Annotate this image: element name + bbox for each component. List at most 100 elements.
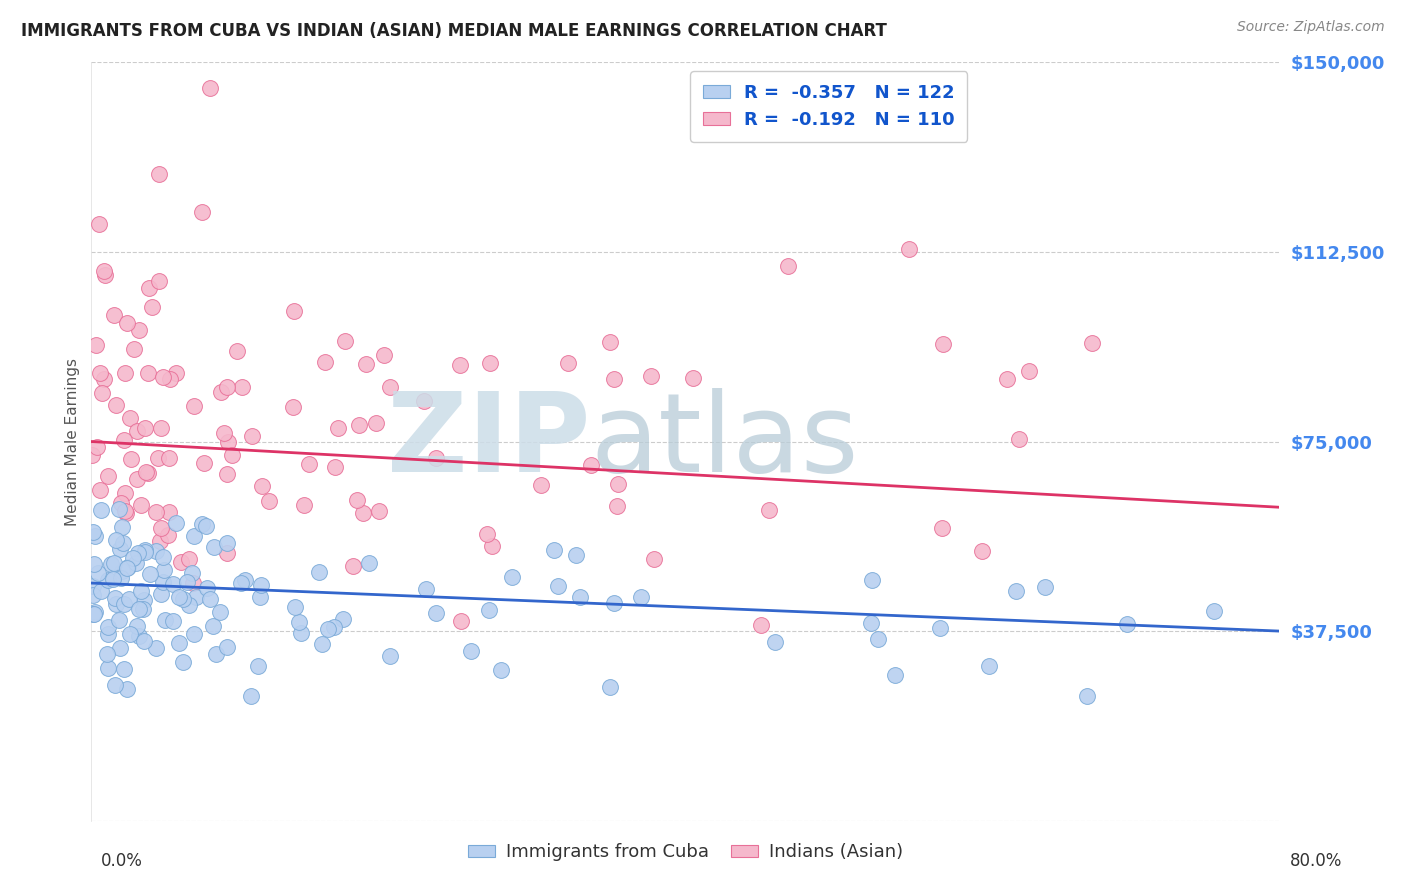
Point bbox=[749, 618, 772, 632]
Text: 0.0%: 0.0% bbox=[101, 852, 143, 870]
Point bbox=[929, 621, 952, 635]
Point bbox=[491, 663, 513, 677]
Point bbox=[82, 607, 104, 621]
Point bbox=[346, 492, 368, 507]
Point bbox=[138, 281, 160, 295]
Point bbox=[215, 380, 238, 394]
Point bbox=[240, 429, 263, 443]
Point bbox=[778, 259, 800, 273]
Point bbox=[481, 539, 503, 553]
Point bbox=[183, 528, 205, 542]
Point bbox=[202, 541, 225, 555]
Point bbox=[120, 626, 142, 640]
Point bbox=[134, 421, 156, 435]
Point bbox=[128, 323, 150, 337]
Point bbox=[215, 467, 238, 482]
Point bbox=[111, 536, 134, 550]
Text: 80.0%: 80.0% bbox=[1291, 852, 1343, 870]
Point bbox=[96, 647, 118, 661]
Point bbox=[373, 348, 395, 362]
Point bbox=[134, 634, 156, 648]
Point bbox=[86, 440, 108, 454]
Point bbox=[97, 626, 120, 640]
Point bbox=[1076, 690, 1098, 704]
Point bbox=[859, 615, 882, 630]
Point bbox=[425, 607, 447, 621]
Point bbox=[682, 370, 704, 384]
Text: ZIP: ZIP bbox=[387, 388, 591, 495]
Point bbox=[316, 622, 339, 636]
Point bbox=[89, 367, 111, 381]
Point bbox=[82, 579, 104, 593]
Point bbox=[112, 597, 135, 611]
Point bbox=[121, 452, 143, 467]
Point bbox=[127, 546, 149, 560]
Point bbox=[118, 591, 141, 606]
Point bbox=[183, 627, 205, 641]
Point bbox=[82, 588, 104, 602]
Point bbox=[149, 587, 172, 601]
Point bbox=[146, 450, 169, 465]
Point bbox=[114, 486, 136, 500]
Point bbox=[231, 380, 253, 394]
Point bbox=[333, 334, 356, 348]
Point bbox=[117, 682, 139, 697]
Point bbox=[208, 606, 231, 620]
Point bbox=[167, 636, 190, 650]
Point bbox=[97, 469, 120, 483]
Point bbox=[995, 371, 1018, 385]
Point bbox=[332, 612, 354, 626]
Point bbox=[82, 448, 104, 462]
Point bbox=[112, 434, 135, 448]
Point bbox=[155, 613, 177, 627]
Point bbox=[86, 337, 108, 351]
Point bbox=[221, 448, 243, 462]
Point bbox=[1080, 336, 1102, 351]
Point bbox=[104, 597, 127, 611]
Point bbox=[226, 343, 249, 358]
Point bbox=[378, 380, 401, 394]
Point bbox=[415, 582, 437, 597]
Point bbox=[134, 543, 156, 558]
Point bbox=[121, 550, 143, 565]
Point bbox=[1116, 616, 1139, 631]
Point bbox=[104, 398, 127, 412]
Point bbox=[460, 644, 482, 658]
Point bbox=[195, 581, 218, 595]
Point bbox=[311, 637, 333, 651]
Point bbox=[543, 543, 565, 558]
Point bbox=[292, 498, 315, 512]
Point bbox=[125, 424, 148, 438]
Point bbox=[84, 605, 107, 619]
Point bbox=[117, 559, 139, 574]
Point bbox=[530, 477, 553, 491]
Point bbox=[359, 557, 381, 571]
Point bbox=[233, 573, 256, 587]
Point bbox=[97, 573, 120, 587]
Point bbox=[478, 356, 501, 370]
Point bbox=[97, 619, 120, 633]
Point bbox=[314, 355, 336, 369]
Point bbox=[209, 384, 232, 399]
Point bbox=[347, 418, 370, 433]
Point bbox=[136, 467, 159, 481]
Point bbox=[449, 358, 471, 372]
Point bbox=[860, 573, 883, 587]
Point bbox=[198, 80, 221, 95]
Point bbox=[108, 613, 131, 627]
Point bbox=[630, 590, 652, 604]
Point bbox=[212, 426, 235, 441]
Point bbox=[603, 371, 626, 385]
Point bbox=[413, 394, 436, 409]
Point bbox=[159, 372, 181, 386]
Point bbox=[183, 575, 205, 590]
Point bbox=[970, 544, 993, 558]
Point bbox=[134, 545, 156, 559]
Point bbox=[557, 356, 579, 370]
Point bbox=[205, 647, 228, 661]
Point bbox=[977, 658, 1000, 673]
Point bbox=[104, 591, 127, 605]
Point bbox=[167, 590, 190, 604]
Point bbox=[547, 579, 569, 593]
Point bbox=[290, 626, 312, 640]
